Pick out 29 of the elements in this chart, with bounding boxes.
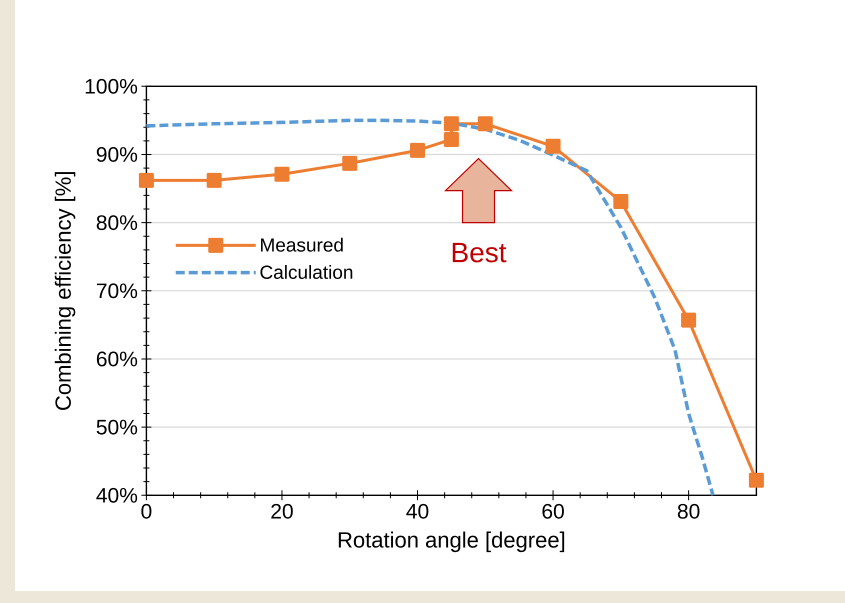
y-axis-title: Combining efficiency [%] xyxy=(54,172,76,410)
x-tick-label: 60 xyxy=(542,504,564,519)
x-tick-label: 20 xyxy=(271,504,293,519)
legend-label: Calculation xyxy=(260,265,352,279)
point xyxy=(444,132,459,147)
y-tick-label: 50% xyxy=(96,420,138,435)
point xyxy=(342,156,358,171)
legend-label: Measured xyxy=(261,238,343,252)
annotation: Best xyxy=(452,242,506,262)
y-tick-label: 90% xyxy=(96,147,138,162)
y-tick-label: 60% xyxy=(96,352,138,366)
x-tick-label: 40 xyxy=(406,504,428,519)
point xyxy=(274,166,290,182)
x-tick-label: 0 xyxy=(141,504,152,519)
point xyxy=(681,312,696,328)
point xyxy=(613,194,628,209)
point xyxy=(444,116,459,132)
y-tick-label: 40% xyxy=(96,488,138,503)
point xyxy=(138,172,154,188)
y-tick-label: 70% xyxy=(96,283,138,298)
y-tick-label: 80% xyxy=(96,215,138,230)
point xyxy=(206,172,222,188)
point xyxy=(546,138,561,154)
point xyxy=(748,472,764,488)
point xyxy=(478,116,493,132)
point xyxy=(410,142,426,158)
x-tick-label: 80 xyxy=(678,504,700,519)
x-axis-title: Rotation angle [degree] xyxy=(338,532,564,552)
y-tick-label: 100% xyxy=(86,78,138,94)
